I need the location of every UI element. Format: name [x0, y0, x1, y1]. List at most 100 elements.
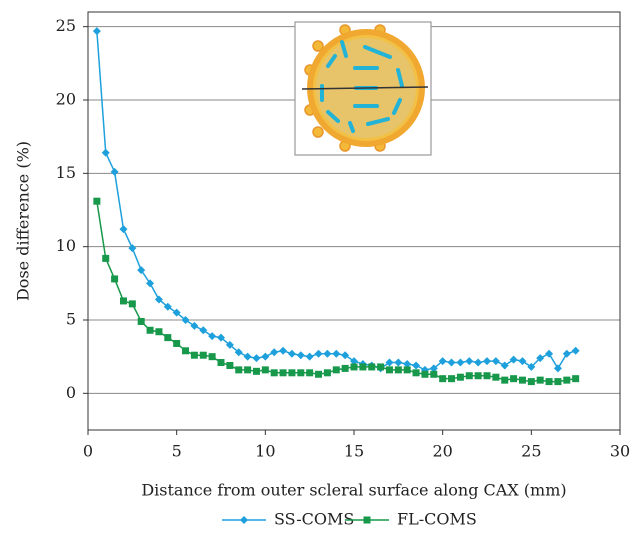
point — [306, 369, 314, 377]
point — [359, 363, 367, 371]
point — [510, 375, 518, 383]
point — [128, 300, 136, 308]
point — [217, 333, 225, 342]
plot-frame — [87, 11, 621, 431]
point — [261, 352, 270, 361]
y-tick-label: 5 — [66, 310, 76, 329]
point — [137, 266, 146, 275]
point — [341, 351, 350, 360]
legend-label: SS-COMS — [274, 510, 354, 529]
point — [341, 364, 349, 372]
point — [119, 297, 127, 305]
point — [305, 352, 314, 361]
point — [279, 346, 288, 355]
x-axis-label: Distance from outer scleral surface alon… — [141, 481, 566, 500]
point — [270, 369, 278, 377]
point — [483, 372, 491, 380]
point — [377, 363, 385, 371]
point — [243, 352, 252, 361]
point — [518, 376, 526, 384]
point — [240, 516, 248, 524]
point — [101, 148, 110, 157]
x-tick-label: 0 — [83, 442, 93, 461]
y-tick-label: 15 — [56, 163, 76, 182]
point — [314, 349, 323, 358]
point — [173, 339, 181, 347]
point — [572, 375, 580, 383]
point — [536, 354, 545, 363]
cax-line — [301, 86, 429, 90]
point — [119, 225, 128, 234]
point — [199, 326, 208, 335]
point — [146, 279, 155, 288]
point — [190, 321, 199, 330]
point — [172, 308, 181, 317]
point — [332, 366, 340, 374]
x-tick-label: 20 — [432, 442, 452, 461]
point — [199, 351, 207, 359]
point — [226, 361, 234, 369]
point — [447, 358, 456, 367]
point — [509, 355, 518, 364]
point — [350, 357, 358, 366]
point — [163, 302, 172, 311]
point — [128, 244, 137, 253]
point — [394, 358, 403, 367]
point — [545, 378, 553, 386]
point — [288, 369, 296, 377]
point — [518, 357, 527, 366]
point — [190, 351, 198, 359]
point — [527, 362, 536, 371]
y-axis-label: Dose difference (%) — [14, 141, 33, 301]
point — [315, 370, 323, 378]
point — [155, 328, 163, 336]
point — [146, 326, 154, 334]
point — [296, 351, 305, 360]
point — [545, 349, 554, 358]
point — [403, 360, 412, 368]
point — [412, 361, 421, 370]
point — [571, 346, 580, 355]
point — [465, 372, 473, 380]
point — [412, 369, 420, 377]
x-tick-label: 5 — [172, 442, 182, 461]
point — [500, 361, 509, 370]
point — [217, 359, 225, 367]
point — [394, 366, 402, 374]
point — [279, 369, 287, 377]
point — [501, 376, 509, 384]
point — [111, 275, 119, 283]
point — [252, 367, 260, 375]
point — [181, 316, 190, 324]
point — [137, 317, 145, 325]
point — [448, 375, 456, 383]
point — [563, 376, 571, 384]
point — [456, 358, 465, 367]
x-tick-label: 30 — [610, 442, 630, 461]
point — [553, 364, 562, 373]
point — [252, 354, 261, 363]
point — [421, 370, 429, 378]
point — [234, 348, 243, 357]
point — [297, 369, 305, 377]
point — [456, 373, 464, 381]
point — [483, 357, 491, 366]
y-tick-label: 10 — [56, 236, 76, 255]
x-tick-label: 10 — [255, 442, 275, 461]
inset-diagram — [294, 21, 432, 156]
point — [403, 366, 411, 374]
legend-label: FL-COMS — [397, 510, 477, 529]
y-tick-label: 25 — [56, 16, 76, 35]
y-tick-label: 20 — [56, 90, 76, 109]
point — [368, 363, 376, 371]
point — [385, 358, 394, 367]
point — [438, 357, 447, 366]
point — [93, 197, 101, 205]
point — [287, 349, 296, 358]
point — [102, 254, 110, 262]
point — [332, 349, 341, 358]
x-tick-label: 25 — [521, 442, 541, 461]
x-tick-label: 15 — [344, 442, 364, 461]
point — [429, 364, 438, 373]
